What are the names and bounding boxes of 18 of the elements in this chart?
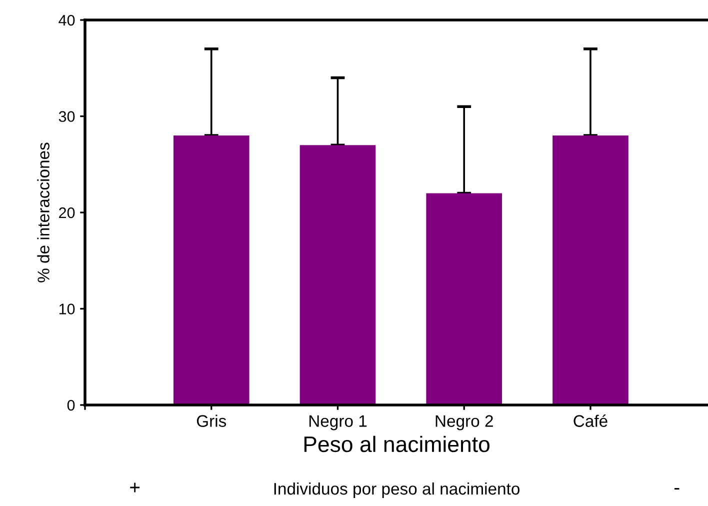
x-axis-title: Peso al nacimiento	[304, 436, 490, 452]
y-tick-label: 40	[58, 14, 75, 26]
y-axis-title: % de interacciones	[37, 142, 50, 282]
bar	[300, 145, 376, 405]
y-tick-label: 10	[59, 304, 75, 314]
y-tick-label: 20	[59, 207, 75, 218]
x-tick-label: Café	[574, 414, 608, 427]
x-tick-label: Negro 2	[436, 415, 493, 430]
bar	[173, 136, 250, 405]
bar	[552, 136, 628, 405]
bar	[426, 193, 502, 405]
x-tick-label: Gris	[196, 414, 226, 427]
text: +	[130, 482, 140, 492]
y-tick-label: 0	[67, 400, 75, 411]
x-tick-label: Negro 1	[309, 415, 367, 430]
y-tick-label: 30	[58, 111, 75, 122]
text: -	[674, 488, 680, 490]
text: Individuos por peso al nacimiento	[274, 482, 520, 498]
